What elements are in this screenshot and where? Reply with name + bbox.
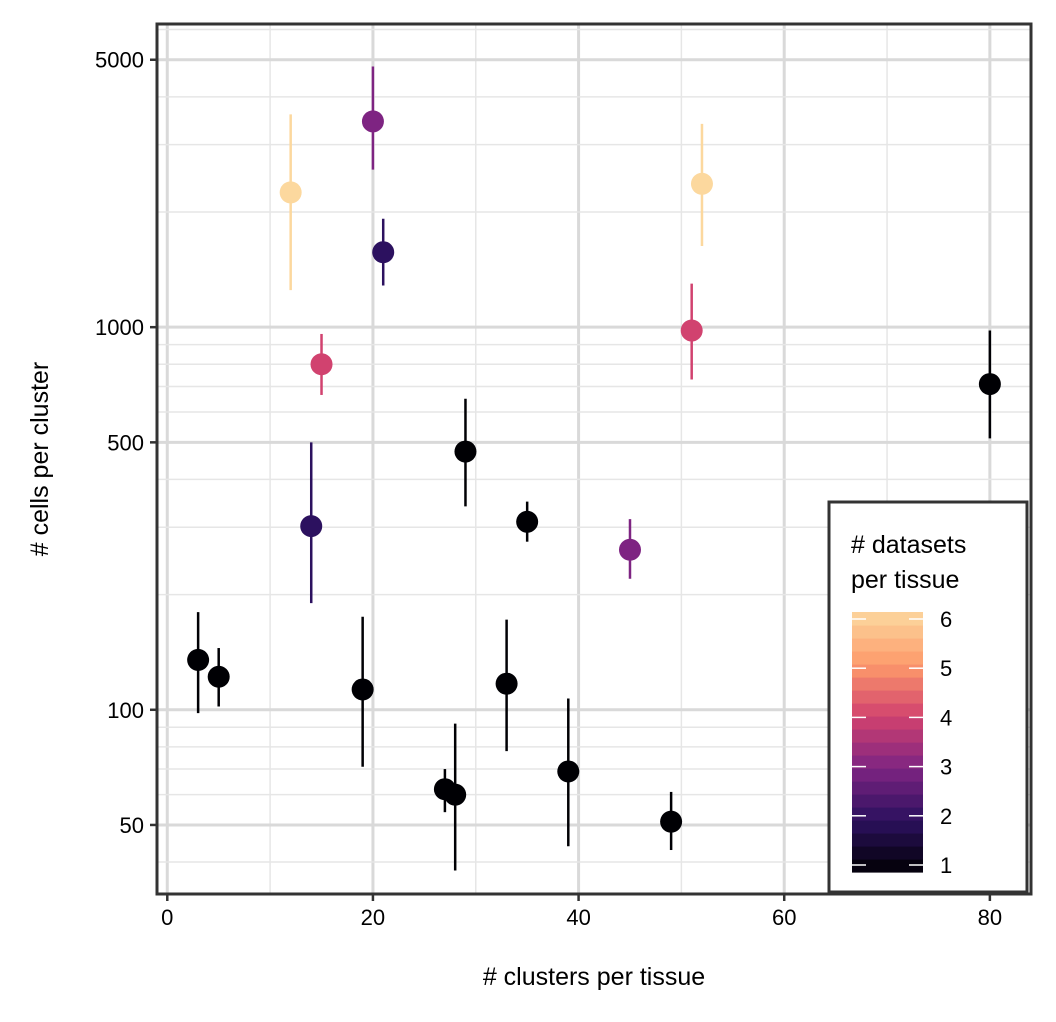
data-point-group	[495, 619, 518, 752]
data-point	[557, 760, 580, 783]
legend-title-line1: # datasets	[851, 531, 966, 559]
data-point-group	[978, 330, 1001, 439]
legend-colorbar: 1 2 3 4 5 6	[852, 607, 952, 878]
data-point-group	[680, 283, 703, 380]
data-point-group	[372, 218, 395, 286]
y-tick-label: 50	[120, 813, 144, 838]
data-point	[187, 648, 210, 671]
data-point	[495, 672, 518, 695]
data-point	[300, 515, 323, 538]
colorbar-segment	[852, 664, 923, 678]
data-point-group	[660, 791, 683, 851]
y-tick-label: 5000	[95, 48, 144, 73]
legend-title-line2: per tissue	[851, 566, 959, 594]
colorbar-tick-label: 4	[940, 705, 952, 730]
x-tick-label: 60	[772, 905, 796, 930]
colorbar-segment	[852, 638, 923, 652]
data-point-group	[557, 698, 580, 847]
data-point	[279, 181, 302, 204]
colorbar-segment	[852, 781, 923, 795]
colorbar-tick-label: 5	[940, 656, 952, 681]
x-tick-label: 0	[161, 905, 173, 930]
colorbar-segment	[852, 846, 923, 860]
data-point	[207, 665, 230, 688]
colorbar-segment	[852, 690, 923, 704]
colorbar-segment	[852, 859, 923, 873]
data-point-group	[207, 648, 230, 707]
data-point-group	[516, 501, 539, 542]
colorbar-segment	[852, 677, 923, 691]
colorbar-segment	[852, 820, 923, 834]
colorbar-segment	[852, 768, 923, 782]
colorbar-segment	[852, 651, 923, 665]
data-point	[454, 440, 477, 463]
colorbar-segment	[852, 794, 923, 808]
data-point-group	[454, 398, 477, 507]
colorbar-segment	[852, 729, 923, 743]
data-point	[351, 678, 374, 701]
colorbar-tick-label: 1	[940, 853, 952, 878]
colorbar-segment	[852, 755, 923, 769]
colorbar-segment	[852, 742, 923, 756]
data-point-group	[310, 333, 333, 395]
y-tick-label: 1000	[95, 315, 144, 340]
data-point	[516, 510, 539, 533]
data-point-group	[690, 123, 713, 246]
data-point	[372, 241, 395, 264]
data-point	[660, 810, 683, 833]
data-marks	[187, 66, 1001, 871]
data-point-group	[444, 723, 467, 871]
colorbar-segment	[852, 703, 923, 717]
y-axis-title: # cells per cluster	[26, 362, 54, 557]
colorbar-segment	[852, 807, 923, 821]
data-point-group	[300, 442, 323, 604]
data-point-group	[618, 519, 641, 579]
colorbar-segment	[852, 716, 923, 730]
data-point	[680, 319, 703, 342]
y-tick-label: 500	[107, 430, 144, 455]
colorbar-tick-label: 2	[940, 804, 952, 829]
data-point	[978, 373, 1001, 396]
axis-ticks: 0 20 40 60 80 50 100 500 1000 5000	[95, 48, 1002, 930]
colorbar-segment	[852, 612, 923, 626]
colorbar-segment	[852, 625, 923, 639]
x-axis-title: # clusters per tissue	[483, 963, 705, 991]
data-point	[361, 110, 384, 133]
x-tick-label: 40	[566, 905, 590, 930]
x-tick-label: 20	[361, 905, 385, 930]
data-point	[690, 172, 713, 195]
legend: # datasets per tissue 1 2 3 4 5 6	[827, 500, 1029, 894]
colorbar-tick-label: 6	[940, 607, 952, 632]
data-point-group	[279, 114, 302, 291]
data-point	[618, 538, 641, 561]
data-point-group	[361, 66, 384, 170]
data-point-group	[351, 616, 374, 767]
colorbar-tick-label: 3	[940, 755, 952, 780]
y-tick-label: 100	[107, 698, 144, 723]
plot-panel-border	[155, 22, 1033, 896]
x-tick-label: 80	[978, 905, 1002, 930]
data-point-group	[187, 612, 210, 714]
colorbar-segment	[852, 833, 923, 847]
data-point	[310, 353, 333, 376]
data-point	[444, 783, 467, 806]
